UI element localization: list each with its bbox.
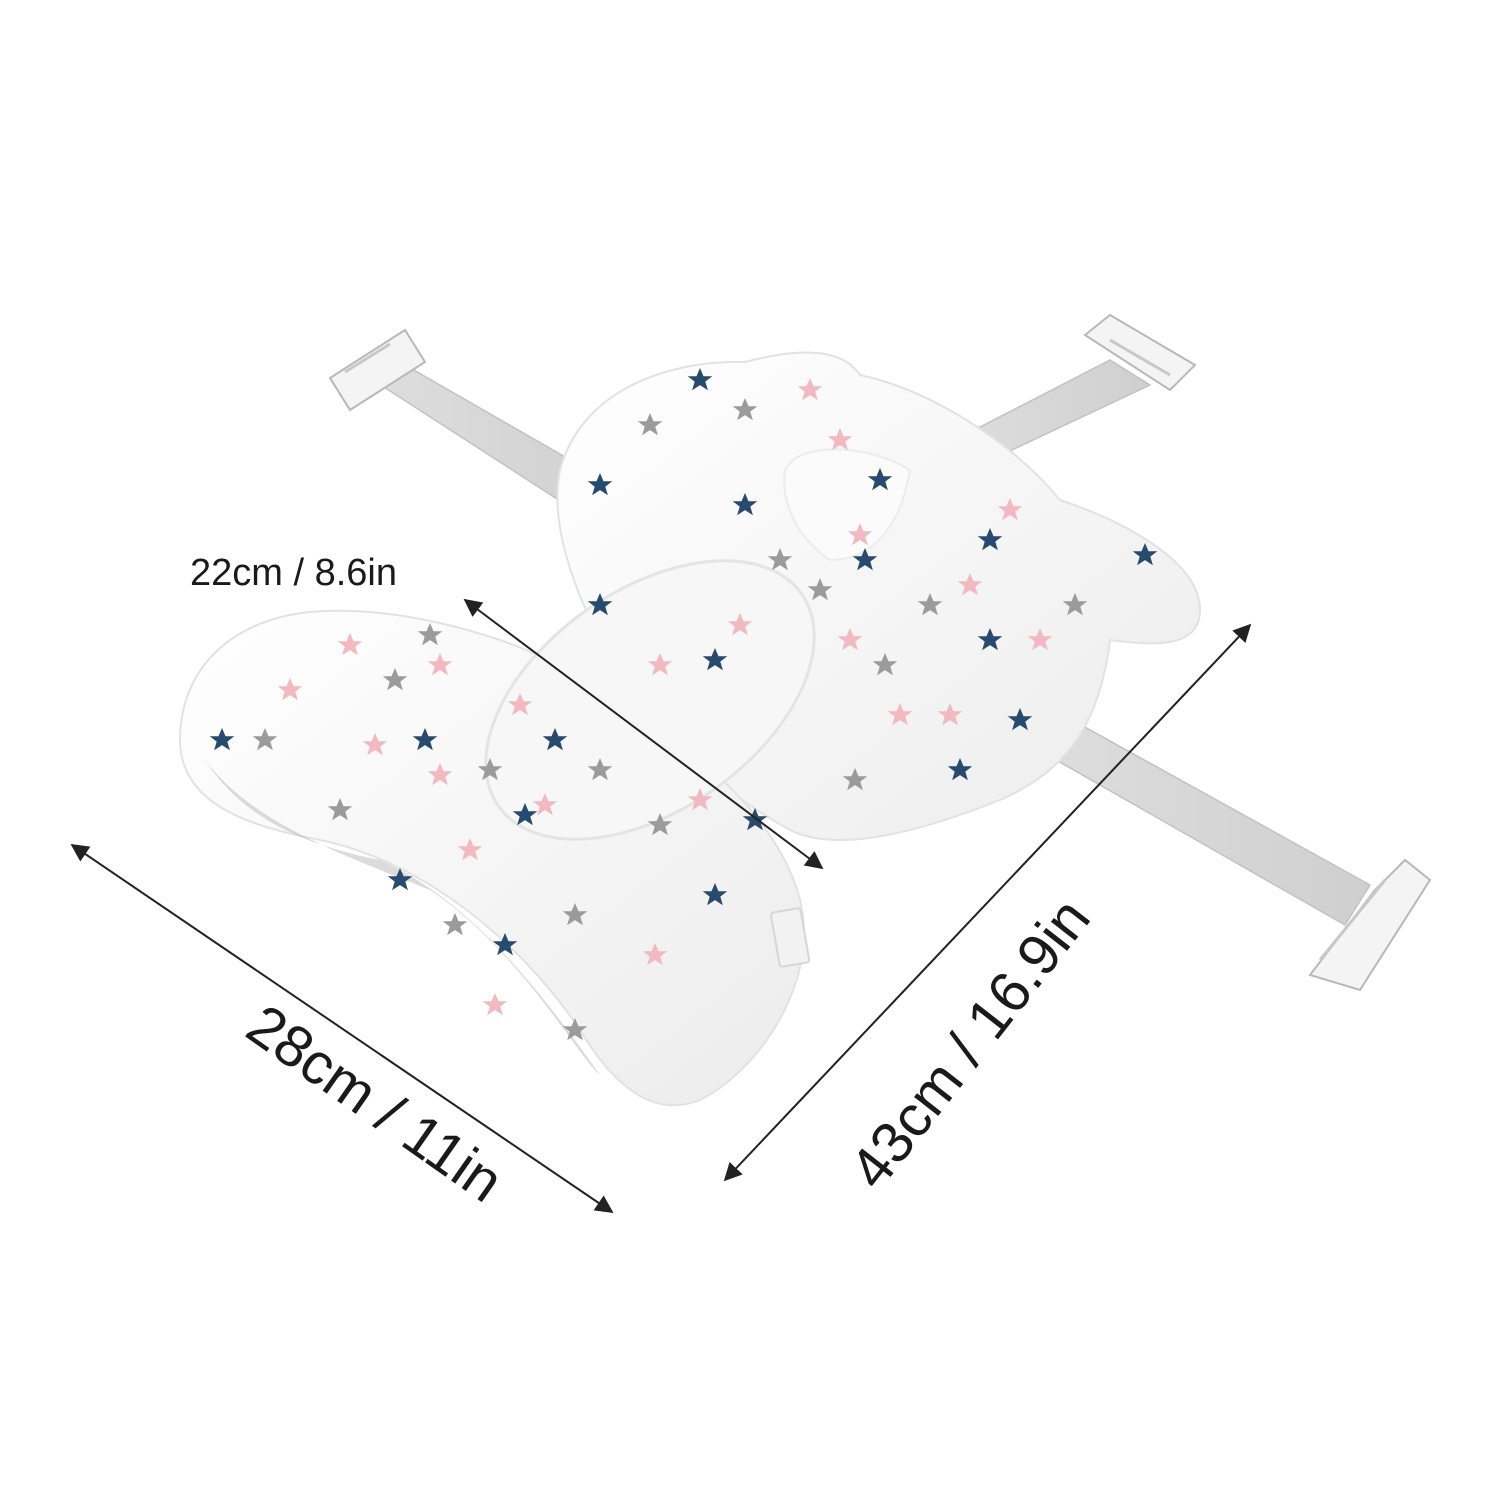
width-dimension-label: 22cm / 8.6in (190, 552, 397, 595)
strap-bottom-right (1030, 705, 1430, 990)
